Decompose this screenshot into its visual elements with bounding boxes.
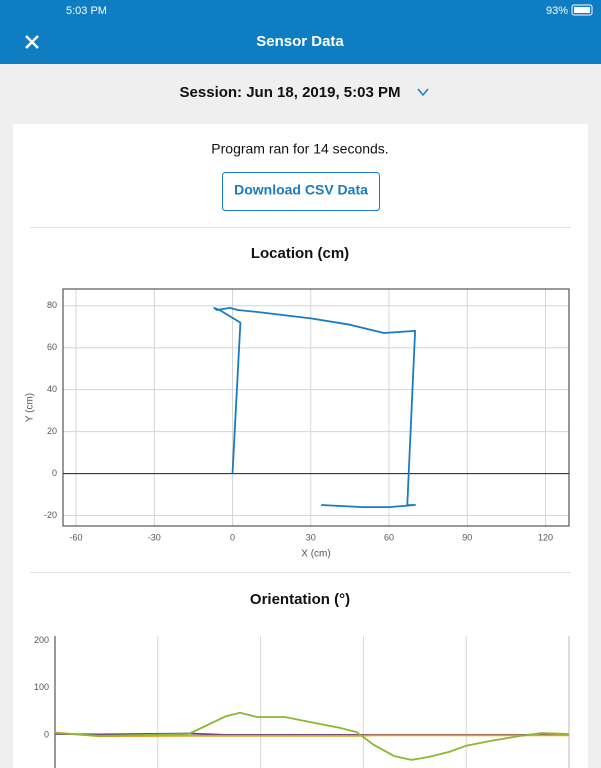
- x-tick-label: 90: [462, 532, 472, 542]
- battery-icon: [571, 4, 593, 16]
- chart-title: Orientation (°): [250, 591, 350, 608]
- battery-fill: [574, 7, 590, 13]
- card: [13, 124, 588, 768]
- x-tick-label: 0: [230, 532, 235, 542]
- download-button[interactable]: [222, 172, 380, 211]
- y-tick-label: -20: [44, 510, 57, 520]
- dropdown-arrow[interactable]: [417, 88, 429, 97]
- header-title: Sensor Data: [256, 33, 344, 50]
- y-axis-label: Y (cm): [25, 393, 36, 422]
- x-tick-label: 60: [384, 532, 394, 542]
- y-tick-label: 0: [44, 729, 49, 739]
- y-tick-label: 0: [52, 468, 57, 478]
- y-tick-label: 60: [47, 342, 57, 352]
- plot-frame: [62, 288, 570, 527]
- x-tick-label: 30: [306, 532, 316, 542]
- x-tick-label: -60: [70, 532, 83, 542]
- summary: Program ran for 14 seconds.: [211, 141, 388, 157]
- x-tick-label: 120: [538, 532, 553, 542]
- chart-title: Location (cm): [251, 245, 349, 262]
- x-axis-label: X (cm): [301, 549, 330, 560]
- y-tick-label: 200: [34, 635, 49, 645]
- y-tick-label: 40: [47, 384, 57, 394]
- close-button[interactable]: [25, 35, 39, 49]
- y-tick-label: 100: [34, 682, 49, 692]
- x-tick-label: -30: [148, 532, 161, 542]
- status-time: 5:03 PM: [66, 5, 107, 17]
- download-label[interactable]: Download CSV Data: [234, 182, 368, 198]
- header-bar: [0, 0, 601, 64]
- data-line: [54, 711, 570, 761]
- y-tick-label: 80: [47, 300, 57, 310]
- session-selector[interactable]: Session: Jun 18, 2019, 5:03 PM: [180, 84, 401, 101]
- battery-level: 93%: [546, 5, 568, 17]
- data-line: [54, 731, 569, 738]
- y-tick-label: 20: [47, 426, 57, 436]
- data-line: [213, 307, 416, 508]
